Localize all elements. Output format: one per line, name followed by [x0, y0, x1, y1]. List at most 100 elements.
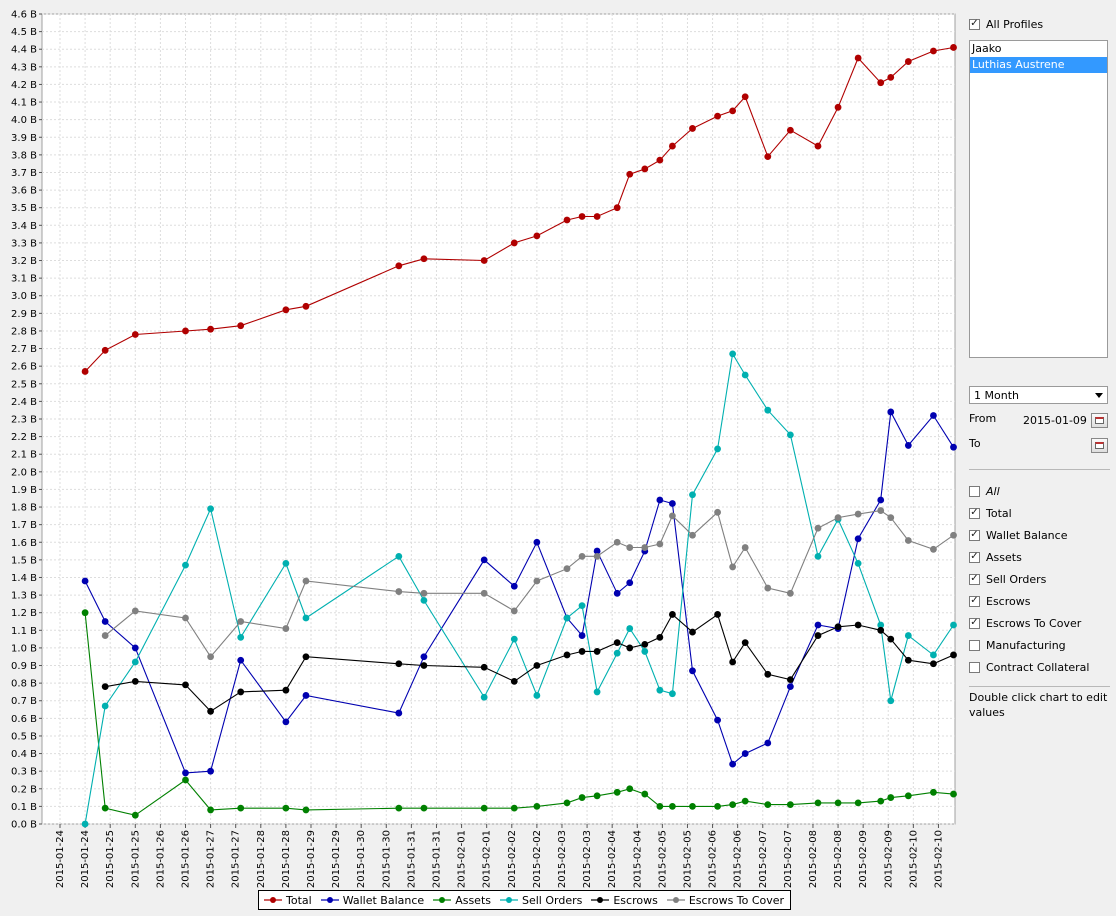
data-point[interactable] — [593, 213, 601, 220]
data-point[interactable] — [930, 545, 937, 553]
data-point[interactable] — [131, 607, 139, 615]
data-point[interactable] — [420, 804, 428, 812]
data-point[interactable] — [950, 443, 957, 451]
data-point[interactable] — [764, 670, 772, 678]
data-point[interactable] — [641, 790, 649, 798]
data-point[interactable] — [854, 510, 862, 518]
data-point[interactable] — [786, 126, 794, 134]
to-date-picker-button[interactable] — [1091, 438, 1108, 453]
data-point[interactable] — [563, 565, 571, 573]
data-point[interactable] — [480, 589, 488, 597]
data-point[interactable] — [814, 524, 822, 532]
range-dropdown[interactable]: 1 Month — [969, 386, 1108, 404]
data-point[interactable] — [101, 618, 109, 625]
data-point[interactable] — [887, 514, 895, 522]
checkbox-box[interactable]: ✓ — [969, 507, 980, 519]
data-point[interactable] — [689, 667, 696, 675]
data-point[interactable] — [741, 93, 749, 101]
data-point[interactable] — [641, 648, 649, 655]
data-point[interactable] — [563, 799, 571, 807]
checkbox-box[interactable] — [969, 485, 980, 497]
data-point[interactable] — [669, 142, 676, 150]
data-point[interactable] — [237, 618, 245, 625]
data-point[interactable] — [854, 559, 862, 567]
checkbox-box[interactable] — [969, 639, 980, 651]
data-point[interactable] — [834, 623, 842, 631]
data-point[interactable] — [729, 658, 737, 666]
data-point[interactable] — [593, 648, 601, 655]
data-point[interactable] — [887, 635, 895, 643]
data-point[interactable] — [786, 683, 794, 691]
data-point[interactable] — [877, 496, 885, 504]
data-point[interactable] — [877, 507, 885, 514]
checkbox-box[interactable]: ✓ — [969, 595, 980, 607]
line-chart[interactable]: 0.0 B 0.1 B 0.2 B 0.3 B 0.4 B 0.5 B 0.6 B 0.7 B… — [0, 0, 960, 916]
data-point[interactable] — [950, 651, 957, 659]
data-point[interactable] — [533, 662, 541, 669]
data-point[interactable] — [729, 801, 737, 809]
data-point[interactable] — [741, 639, 749, 647]
data-point[interactable] — [533, 692, 541, 699]
data-point[interactable] — [563, 216, 571, 224]
data-point[interactable] — [613, 589, 621, 597]
data-point[interactable] — [834, 799, 842, 807]
data-point[interactable] — [887, 794, 895, 801]
data-point[interactable] — [814, 799, 822, 807]
data-point[interactable] — [626, 644, 634, 652]
data-point[interactable] — [207, 707, 214, 715]
data-point[interactable] — [420, 653, 428, 661]
data-point[interactable] — [814, 621, 822, 629]
data-point[interactable] — [533, 538, 541, 546]
data-point[interactable] — [669, 802, 676, 810]
data-point[interactable] — [578, 213, 586, 220]
data-point[interactable] — [714, 445, 721, 453]
data-point[interactable] — [904, 632, 912, 639]
data-point[interactable] — [854, 535, 862, 543]
from-date-picker-button[interactable] — [1091, 413, 1108, 428]
data-point[interactable] — [282, 686, 290, 694]
data-point[interactable] — [510, 804, 518, 812]
data-point[interactable] — [641, 544, 649, 551]
data-point[interactable] — [641, 165, 649, 173]
data-point[interactable] — [786, 676, 794, 684]
data-point[interactable] — [282, 306, 290, 314]
data-point[interactable] — [689, 125, 696, 132]
data-point[interactable] — [741, 750, 749, 757]
data-point[interactable] — [887, 73, 895, 81]
data-point[interactable] — [764, 801, 772, 809]
data-point[interactable] — [626, 579, 634, 587]
data-point[interactable] — [930, 651, 937, 659]
data-point[interactable] — [656, 156, 664, 164]
data-point[interactable] — [282, 804, 290, 812]
data-point[interactable] — [669, 500, 676, 507]
series-checkbox-wallet-balance[interactable]: ✓ Wallet Balance — [969, 526, 1067, 544]
data-point[interactable] — [714, 508, 721, 516]
data-point[interactable] — [714, 802, 721, 810]
data-point[interactable] — [207, 767, 214, 775]
data-point[interactable] — [764, 739, 772, 747]
data-point[interactable] — [613, 538, 621, 546]
data-point[interactable] — [729, 563, 737, 571]
data-point[interactable] — [626, 785, 634, 793]
data-point[interactable] — [656, 633, 664, 641]
data-point[interactable] — [613, 204, 621, 212]
data-point[interactable] — [786, 801, 794, 809]
data-point[interactable] — [282, 625, 290, 632]
checkbox-box[interactable]: ✓ — [969, 573, 980, 585]
data-point[interactable] — [480, 804, 488, 812]
data-point[interactable] — [420, 255, 428, 263]
data-point[interactable] — [641, 640, 649, 648]
data-point[interactable] — [420, 662, 428, 669]
data-point[interactable] — [182, 327, 189, 335]
data-point[interactable] — [669, 690, 676, 698]
data-point[interactable] — [533, 232, 541, 240]
data-point[interactable] — [395, 709, 403, 717]
data-point[interactable] — [207, 653, 214, 661]
data-point[interactable] — [237, 633, 245, 641]
data-point[interactable] — [950, 531, 957, 539]
data-point[interactable] — [593, 792, 601, 800]
data-point[interactable] — [613, 649, 621, 657]
data-point[interactable] — [510, 582, 518, 590]
data-point[interactable] — [786, 589, 794, 597]
data-point[interactable] — [626, 625, 634, 632]
